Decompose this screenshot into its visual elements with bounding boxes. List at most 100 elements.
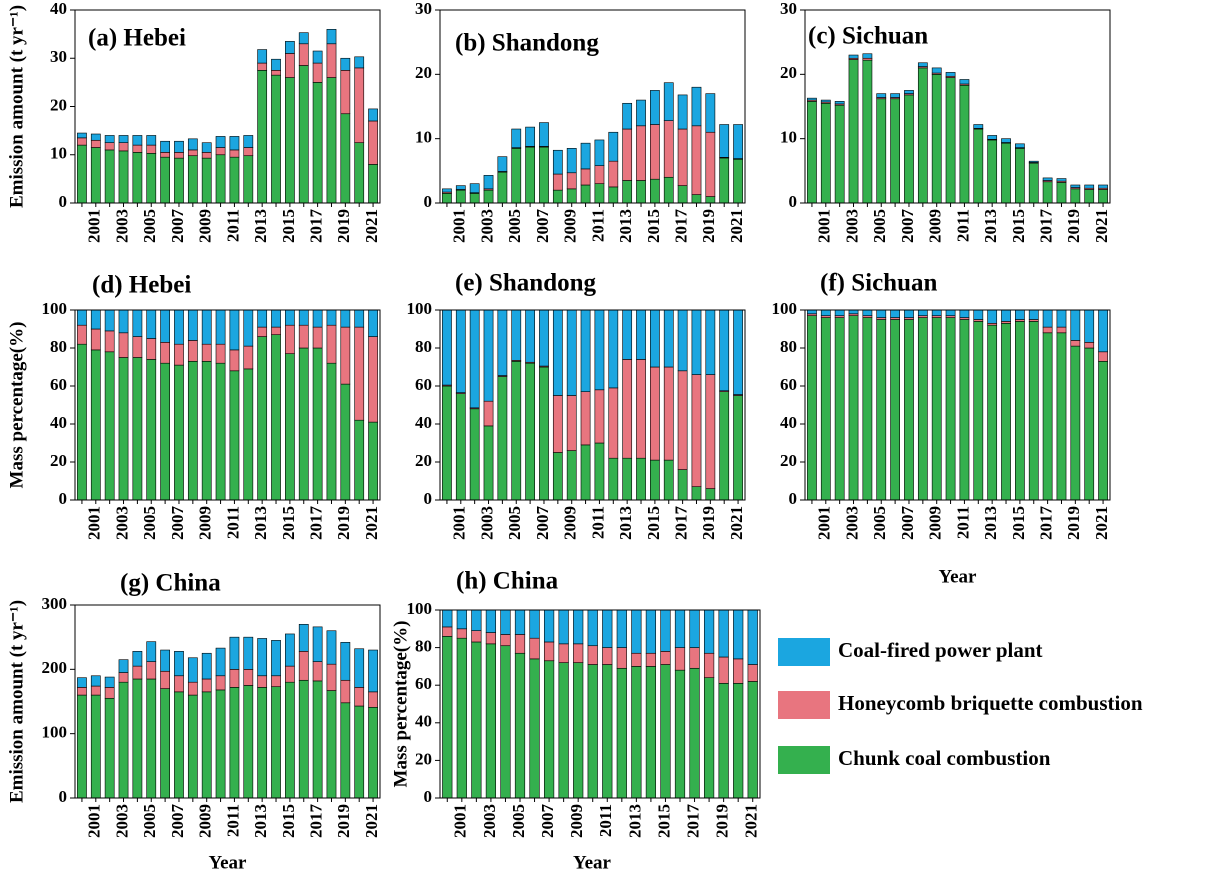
bar-segment bbox=[890, 319, 900, 501]
legend: Coal-fired power plant Honeycomb briquett… bbox=[778, 638, 1143, 774]
bar-segment bbox=[500, 609, 511, 635]
bar-segment bbox=[1084, 309, 1095, 343]
bar-segment bbox=[243, 135, 254, 148]
x-tick-label: 2007 bbox=[533, 506, 552, 541]
bar-segment bbox=[285, 41, 295, 54]
bar-segment bbox=[705, 196, 716, 204]
bar-segment bbox=[876, 319, 887, 501]
bar-segment bbox=[525, 146, 535, 204]
bar-segment bbox=[677, 370, 688, 470]
bar-segment bbox=[174, 343, 184, 366]
y-tick-label: 0 bbox=[59, 192, 68, 211]
x-tick-label: 2017 bbox=[307, 209, 326, 244]
bar-segment bbox=[511, 309, 522, 361]
bar-segment bbox=[298, 43, 309, 66]
x-tick-label: 2001 bbox=[451, 804, 470, 838]
bar-segment bbox=[201, 360, 212, 501]
bar-segment bbox=[455, 185, 466, 190]
bar-segment bbox=[573, 643, 584, 663]
bar-segment bbox=[691, 309, 702, 375]
bar-segment bbox=[285, 309, 295, 326]
bar-segment bbox=[243, 345, 254, 370]
bar-segment bbox=[118, 681, 129, 799]
bar-segment bbox=[497, 309, 508, 376]
bar-segment bbox=[1042, 326, 1053, 334]
bar-segment bbox=[1084, 347, 1095, 501]
panel-title: (a) Hebei bbox=[88, 25, 186, 52]
x-tick-label: 2003 bbox=[842, 506, 861, 540]
x-tick-label: 2001 bbox=[815, 209, 834, 243]
bar-segment bbox=[271, 58, 281, 71]
bar-segment bbox=[566, 188, 577, 204]
bar-segment bbox=[257, 326, 268, 337]
bar-segment bbox=[945, 317, 956, 501]
x-tick-label: 2019 bbox=[1064, 506, 1083, 540]
bar-segment bbox=[257, 62, 268, 71]
bar-segment bbox=[917, 309, 928, 316]
x-tick-label: 2019 bbox=[699, 209, 718, 243]
x-tick-label: 2017 bbox=[1037, 209, 1056, 244]
bar-segment bbox=[719, 157, 730, 204]
bar-segment bbox=[848, 59, 859, 204]
bar-segment bbox=[257, 675, 268, 688]
bar-segment bbox=[326, 28, 337, 45]
bar-segment bbox=[529, 658, 540, 799]
bar-segment bbox=[229, 636, 240, 670]
bar-segment bbox=[257, 70, 268, 204]
bar-segment bbox=[187, 138, 198, 151]
bar-segment bbox=[90, 147, 101, 204]
bar-segment bbox=[904, 94, 914, 204]
plot-frame bbox=[439, 9, 746, 204]
bar-segment bbox=[1084, 189, 1095, 204]
bar-segment bbox=[243, 669, 254, 686]
bar-segment bbox=[636, 180, 646, 204]
bar-segment bbox=[104, 687, 115, 699]
x-tick-label: 2007 bbox=[898, 506, 917, 541]
bar-segment bbox=[77, 324, 87, 345]
bar-segment bbox=[354, 67, 365, 143]
bar-segment bbox=[1042, 309, 1053, 328]
bar-segment bbox=[368, 706, 378, 799]
panel-title: (d) Hebei bbox=[92, 272, 191, 299]
bar-segment bbox=[215, 154, 226, 204]
bar-segment bbox=[340, 57, 351, 71]
bar-segment bbox=[485, 609, 497, 633]
bar-segment bbox=[442, 636, 453, 799]
bar-segment bbox=[622, 359, 633, 459]
bar-segment bbox=[718, 683, 729, 799]
x-tick-label: 2009 bbox=[561, 506, 580, 540]
bar-segment bbox=[973, 128, 984, 204]
bar-segment bbox=[622, 457, 633, 501]
bar-segment bbox=[132, 665, 143, 680]
bar-segment bbox=[132, 152, 143, 204]
y-tick-label: 0 bbox=[59, 787, 68, 806]
panel-title: (e) Shandong bbox=[455, 270, 597, 297]
bar-segment bbox=[215, 362, 226, 501]
bar-segment bbox=[354, 687, 365, 707]
bar-segment bbox=[118, 150, 129, 204]
bar-segment bbox=[90, 694, 101, 799]
bar-segment bbox=[368, 421, 378, 501]
bar-segment bbox=[636, 99, 646, 127]
y-tick-label: 30 bbox=[415, 0, 432, 18]
bar-segment bbox=[677, 309, 688, 372]
bar-segment bbox=[174, 140, 184, 153]
bar-segment bbox=[174, 691, 184, 799]
bar-segment bbox=[326, 663, 337, 691]
bar-segment bbox=[663, 366, 674, 461]
bar-segment bbox=[1070, 188, 1081, 204]
bar-segment bbox=[566, 395, 577, 451]
bar-segment bbox=[187, 657, 198, 683]
bar-segment bbox=[229, 149, 240, 158]
x-tick-label: 2011 bbox=[588, 506, 607, 539]
bar-segment bbox=[354, 56, 365, 69]
bar-segment bbox=[973, 321, 984, 501]
x-tick-label: 2005 bbox=[505, 209, 524, 243]
bar-segment bbox=[543, 660, 555, 799]
bar-segment bbox=[1098, 184, 1108, 189]
bar-segment bbox=[160, 156, 170, 204]
y-tick-label: 20 bbox=[780, 451, 797, 470]
bar-segment bbox=[201, 343, 212, 362]
y-tick-label: 60 bbox=[415, 674, 432, 693]
bar-segment bbox=[298, 347, 309, 501]
